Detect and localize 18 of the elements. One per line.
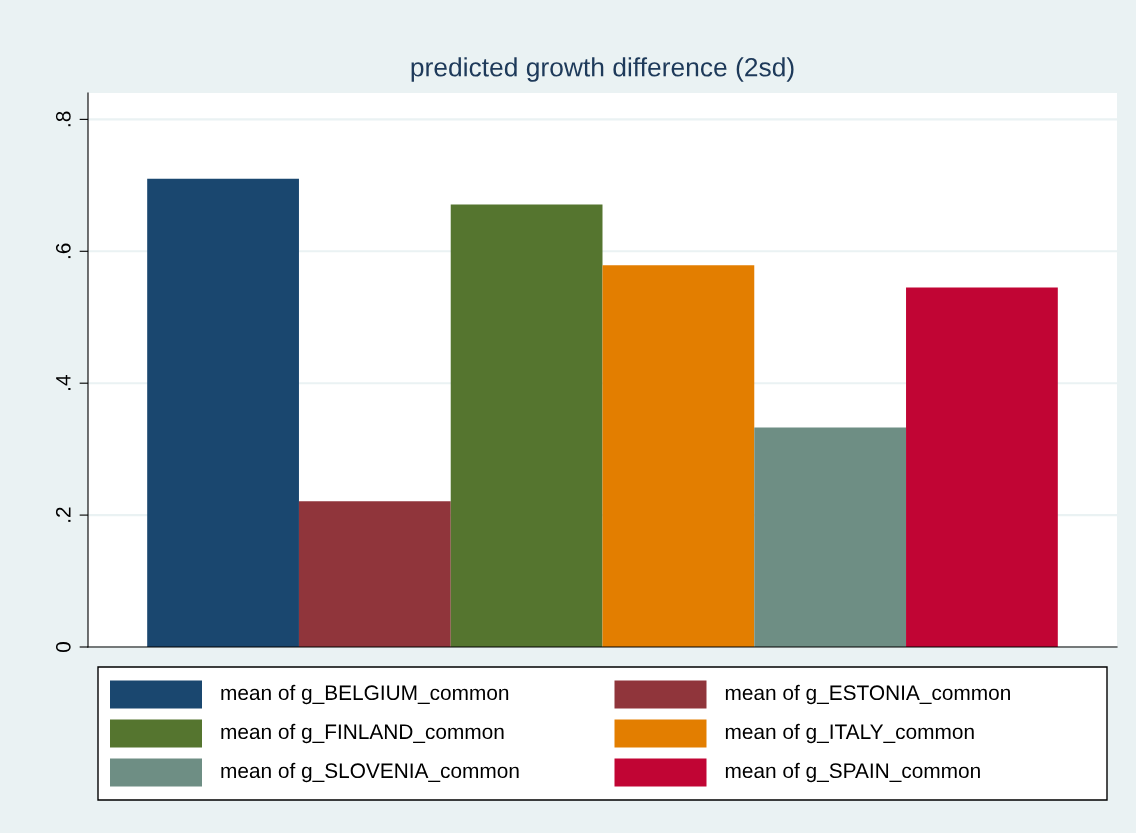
- legend-label: mean of g_SLOVENIA_common: [221, 762, 519, 783]
- legend-label: mean of g_ESTONIA_common: [725, 684, 1010, 705]
- y-tick-label: 0: [55, 642, 71, 652]
- bar: [147, 178, 299, 647]
- chart-title: predicted growth difference (2sd): [411, 57, 794, 82]
- bar: [450, 204, 603, 647]
- y-tick-label: .2: [55, 507, 71, 522]
- y-tick-label: .8: [55, 111, 71, 127]
- legend-label: mean of g_ITALY_common: [725, 723, 974, 744]
- bar: [906, 287, 1058, 647]
- legend-label: mean of g_FINLAND_common: [221, 723, 504, 744]
- bar: [754, 427, 907, 647]
- legend-label: mean of g_SPAIN_common: [725, 762, 980, 783]
- y-tick-label: .4: [56, 375, 71, 390]
- legend-label: mean of g_BELGIUM_common: [221, 684, 509, 705]
- bar: [602, 265, 755, 647]
- bar: [298, 501, 451, 647]
- y-tick-label: .6: [55, 243, 71, 259]
